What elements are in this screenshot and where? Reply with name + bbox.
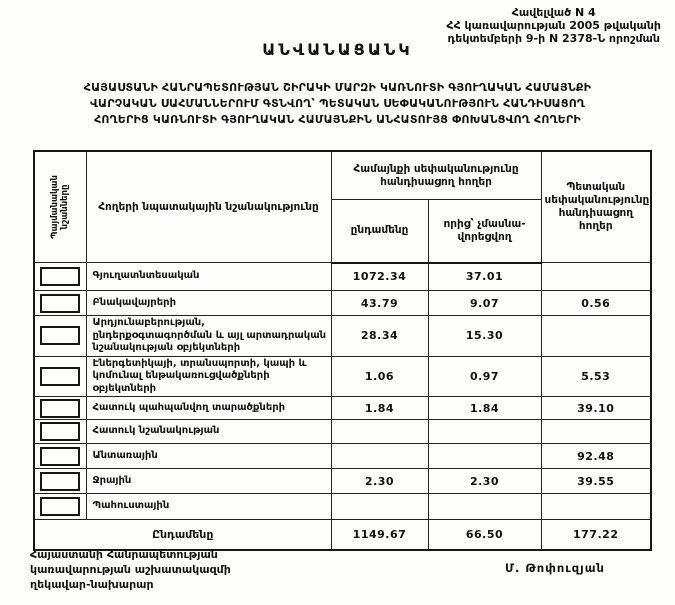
table-row: Անտառային 92.48 bbox=[33, 443, 652, 469]
row-label: Գյուղատնտեսական bbox=[85, 262, 332, 291]
community-total-value: 43.79 bbox=[330, 290, 429, 316]
state-value bbox=[540, 493, 652, 520]
header-state: Պետական սեփականությունը հանդիսացող հողեր bbox=[540, 150, 652, 263]
row-label: Ջրային bbox=[85, 468, 332, 494]
symbol-box bbox=[40, 326, 81, 346]
state-value: 39.55 bbox=[540, 468, 652, 494]
community-total-value bbox=[330, 443, 429, 469]
appendix-line-1: Հավելված N 4 bbox=[511, 6, 596, 19]
signatory-line-1: Հայաստանի Հանրապետության bbox=[30, 548, 218, 561]
row-label: Անտառային bbox=[85, 443, 332, 469]
row-label: Բնակավայրերի bbox=[85, 290, 332, 316]
total-row: Ընդամենը 1149.67 66.50 177.22 bbox=[33, 519, 652, 550]
table-row: Գյուղատնտեսական 1072.34 37.01 bbox=[33, 262, 652, 291]
header-symbols: Պայմանական նշանները bbox=[50, 175, 71, 239]
row-label: Հատուկ պահպանվող տարածքների bbox=[85, 396, 332, 420]
intro-paragraph: ՀԱՅԱՍՏԱՆԻ ՀԱՆՐԱՊԵՏՈՒԹՅԱՆ ՇԻՐԱԿԻ ՄԱՐԶԻ ԿԱ… bbox=[0, 80, 675, 128]
table-row: Հատուկ պահպանվող տարածքների 1.84 1.84 39… bbox=[33, 396, 652, 420]
signatory-line-3: ղեկավար-նախարար bbox=[30, 578, 154, 591]
non-privatized-value: 0.97 bbox=[427, 355, 542, 397]
symbol-box bbox=[40, 471, 81, 491]
symbol-box bbox=[40, 422, 81, 441]
total-state-value: 177.22 bbox=[540, 519, 652, 550]
state-value bbox=[540, 419, 652, 444]
non-privatized-value: 1.84 bbox=[427, 396, 542, 420]
community-total-value: 2.30 bbox=[330, 468, 429, 494]
header-non-privatized: որից՝ չմասնա­վորեցվող bbox=[427, 199, 542, 264]
header-community-group: Համայնքի սեփականությունը հանդիսացող հողե… bbox=[330, 150, 542, 201]
symbol-box bbox=[40, 267, 81, 286]
non-privatized-value bbox=[427, 419, 542, 444]
community-total-value: 28.34 bbox=[330, 315, 429, 357]
state-value: 39.10 bbox=[540, 396, 652, 420]
header-symbols-cell: Պայմանական նշանները bbox=[33, 150, 87, 263]
non-privatized-value bbox=[427, 443, 542, 469]
non-privatized-value: 15.30 bbox=[427, 315, 542, 357]
non-privatized-value: 2.30 bbox=[427, 468, 542, 494]
signatory-line-2: կառավարության աշխատակազմի bbox=[30, 563, 231, 576]
table-row: Ջրային 2.30 2.30 39.55 bbox=[33, 468, 652, 494]
symbol-box bbox=[40, 366, 81, 386]
non-privatized-value bbox=[427, 493, 542, 520]
community-total-value bbox=[330, 419, 429, 444]
state-value bbox=[540, 262, 652, 291]
state-value: 5.53 bbox=[540, 355, 652, 397]
non-privatized-value: 9.07 bbox=[427, 290, 542, 316]
table-row: Պահուստային bbox=[33, 493, 652, 520]
appendix-line-2: ՀՀ կառավարության 2005 թվականի bbox=[446, 19, 661, 32]
state-value: 0.56 bbox=[540, 290, 652, 316]
symbol-box bbox=[40, 446, 81, 466]
table-row: Բնակավայրերի 43.79 9.07 0.56 bbox=[33, 290, 652, 316]
symbol-box bbox=[40, 497, 81, 516]
row-label: Պահուստային bbox=[85, 493, 332, 520]
table-row: Հատուկ նշանակության bbox=[33, 419, 652, 444]
total-label: Ընդամենը bbox=[33, 519, 332, 550]
state-value bbox=[540, 315, 652, 357]
signatory-block: Հայաստանի Հանրապետության կառավարության ա… bbox=[30, 547, 231, 592]
total-community-value: 1149.67 bbox=[330, 519, 429, 550]
community-total-value: 1.06 bbox=[330, 355, 429, 397]
community-total-value: 1072.34 bbox=[330, 262, 429, 291]
header-community-total: ընդամենը bbox=[330, 199, 429, 264]
header-purpose: Հողերի նպատակային նշանակությունը bbox=[85, 150, 332, 263]
land-table: Պայմանական նշանները Հողերի նպատակային նշ… bbox=[33, 150, 653, 551]
signature-name: Մ. Թոփուզյան bbox=[505, 561, 605, 575]
appendix-note: Հավելված N 4 ՀՀ կառավարության 2005 թվակա… bbox=[446, 6, 661, 45]
intro-line-2: ՎԱՐՉԱԿԱՆ ՍԱՀՄԱՆՆԵՐՈՒՄ ԳՏՆՎՈՂ՝ ՊԵՏԱԿԱՆ ՍԵ… bbox=[89, 97, 585, 110]
row-label: Արդյունաբերության, ընդերքօգտագործման և ա… bbox=[85, 315, 332, 357]
intro-line-1: ՀԱՅԱՍՏԱՆԻ ՀԱՆՐԱՊԵՏՈՒԹՅԱՆ ՇԻՐԱԿԻ ՄԱՐԶԻ ԿԱ… bbox=[83, 81, 592, 94]
row-label: Հատուկ նշանակության bbox=[85, 419, 332, 444]
page-title: ԱՆՎԱՆԱՑԱՆԿ bbox=[262, 40, 413, 59]
state-value: 92.48 bbox=[540, 443, 652, 469]
non-privatized-value: 37.01 bbox=[427, 262, 542, 291]
community-total-value: 1.84 bbox=[330, 396, 429, 420]
symbol-box bbox=[40, 293, 81, 313]
row-label: Էներգետիկայի, տրանսպորտի, կապի և կոմունա… bbox=[85, 355, 332, 397]
symbol-box bbox=[40, 398, 81, 418]
intro-line-3: ՀՈՂԵՐԻՑ ԿԱՌՆՈՒՏԻ ԳՅՈՒՂԱԿԱՆ ՀԱՄԱՅՆՔԻՆ ԱՆՀ… bbox=[94, 113, 581, 126]
community-total-value bbox=[330, 493, 429, 520]
table-row: Էներգետիկայի, տրանսպորտի, կապի և կոմունա… bbox=[33, 355, 652, 397]
appendix-line-3: դեկտեմբերի 9-ի N 2378-Ն որոշման bbox=[447, 32, 660, 45]
table-row: Արդյունաբերության, ընդերքօգտագործման և ա… bbox=[33, 315, 652, 357]
total-non-privatized-value: 66.50 bbox=[427, 519, 542, 550]
